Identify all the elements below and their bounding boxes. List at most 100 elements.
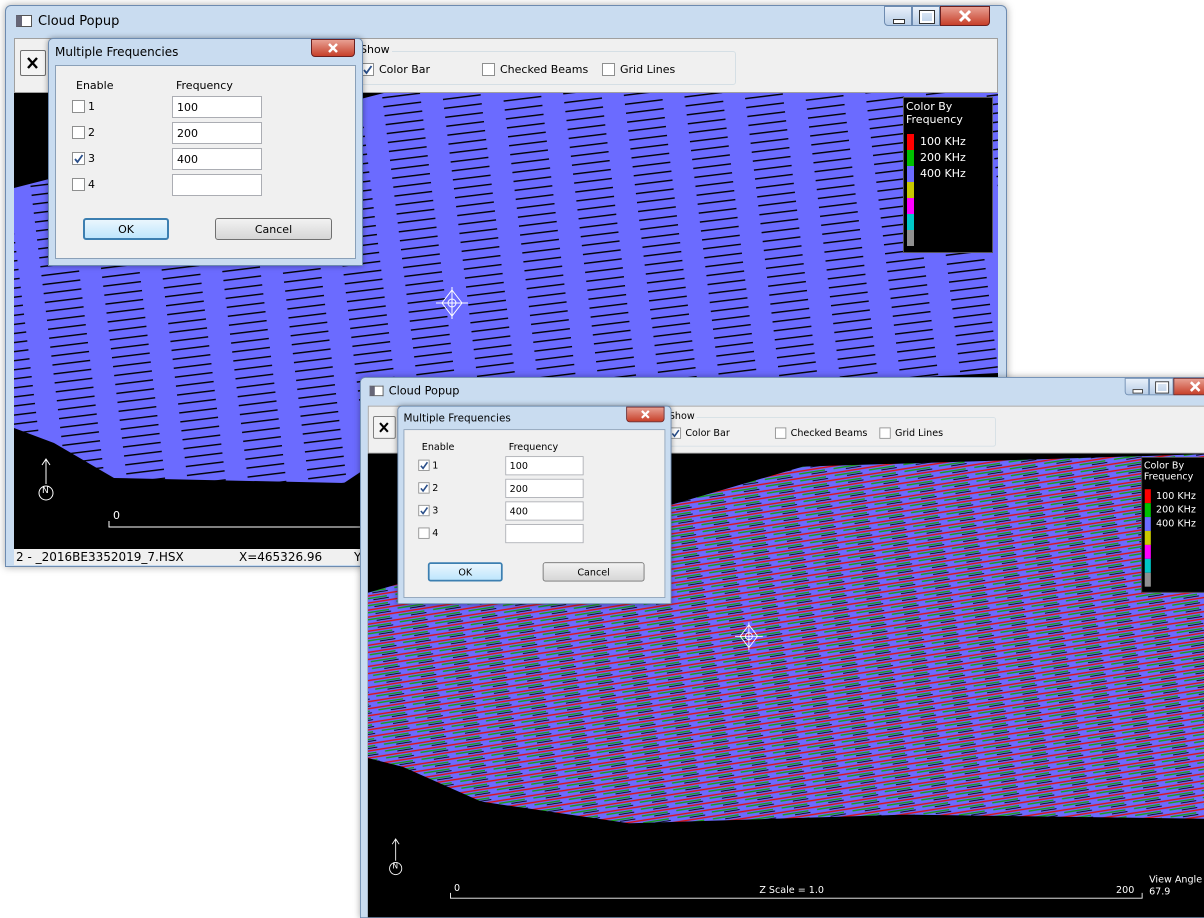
tool-button[interactable] xyxy=(20,50,46,76)
dialog-close-button[interactable] xyxy=(626,406,665,423)
row-label: 4 xyxy=(432,527,439,539)
crosshair xyxy=(734,622,763,651)
view-angle-label: View Angle xyxy=(1149,873,1203,886)
scale-line xyxy=(450,892,1143,899)
close-button[interactable] xyxy=(1173,377,1204,396)
cancel-button[interactable]: Cancel xyxy=(215,218,332,240)
checkbox[interactable] xyxy=(72,152,85,165)
checkbox[interactable] xyxy=(418,504,430,517)
icon xyxy=(379,422,389,433)
legend-swatch xyxy=(1144,558,1151,573)
check-mark xyxy=(671,429,680,438)
ok-button[interactable]: OK xyxy=(427,562,503,582)
cancel-button[interactable]: Cancel xyxy=(542,562,645,582)
check-mark xyxy=(420,461,429,470)
legend-swatch xyxy=(1144,572,1151,587)
legend-label: 200 KHz xyxy=(1156,504,1196,516)
frequency-value: 100 xyxy=(177,101,198,114)
icon xyxy=(1189,381,1201,392)
legend-swatch xyxy=(907,198,914,214)
show-label: Show xyxy=(358,43,392,56)
dialog: Multiple Frequencies Enable Frequency 1 100 2… xyxy=(397,405,672,605)
legend-label: 100 KHz xyxy=(920,135,966,148)
frequency-header: Frequency xyxy=(508,441,559,453)
frequency-input[interactable]: 200 xyxy=(172,122,262,144)
check-mark xyxy=(74,154,84,164)
dialog-title: Multiple Frequencies xyxy=(55,45,179,59)
enable-header: Enable xyxy=(76,79,114,92)
checkbox[interactable] xyxy=(418,459,430,471)
legend-swatch xyxy=(1144,544,1151,559)
legend-swatch xyxy=(907,214,914,230)
view-angle: 67.9 xyxy=(1149,885,1171,898)
legend-swatch xyxy=(907,230,914,246)
maximize-button[interactable] xyxy=(1149,377,1174,396)
checkbox[interactable] xyxy=(361,63,374,76)
checkbox-label: Grid Lines xyxy=(620,63,676,76)
checkbox[interactable] xyxy=(72,178,85,191)
row-label: 4 xyxy=(88,178,95,191)
row-label: 2 xyxy=(88,126,95,139)
maximize-button[interactable] xyxy=(912,6,940,26)
minimize-button[interactable] xyxy=(884,6,912,26)
legend-swatch xyxy=(1144,503,1151,518)
icon xyxy=(27,57,38,69)
enable-header: Enable xyxy=(421,441,455,453)
z-scale: Z Scale = 1.0 xyxy=(759,884,825,896)
checkbox[interactable] xyxy=(879,427,891,439)
legend-swatch xyxy=(907,150,914,166)
icon xyxy=(1155,381,1170,394)
frequency-input[interactable]: 100 xyxy=(172,96,262,118)
row-label: 1 xyxy=(88,100,95,113)
crosshair xyxy=(436,287,468,319)
check-mark xyxy=(420,507,429,515)
checkbox[interactable] xyxy=(482,63,495,76)
minimize-button[interactable] xyxy=(1124,377,1150,396)
window: Cloud Popup Show Color Bar Checked Beams Gri… xyxy=(360,377,1204,918)
legend-title: Color By Frequency xyxy=(1143,459,1194,483)
legend-label: 200 KHz xyxy=(920,151,966,164)
frequency-value: 200 xyxy=(177,127,198,140)
frequency-value: 100 xyxy=(509,460,528,472)
row-label: 3 xyxy=(88,152,95,165)
checkbox[interactable] xyxy=(72,100,85,113)
checkbox[interactable] xyxy=(72,126,85,139)
icon xyxy=(893,19,905,24)
checkbox-label: Grid Lines xyxy=(895,427,944,439)
legend-title: Color By Frequency xyxy=(906,100,963,126)
check-mark xyxy=(363,65,373,75)
checkbox[interactable] xyxy=(418,482,430,494)
north-arrow xyxy=(38,458,54,501)
row-label: 2 xyxy=(432,482,439,494)
legend: Color By Frequency 100 KHz 200 KHz 400 KHz xyxy=(903,97,993,253)
frequency-input[interactable]: 400 xyxy=(172,148,262,170)
checkbox[interactable] xyxy=(774,427,787,439)
legend-swatch xyxy=(1144,517,1151,531)
frequency-input[interactable]: 100 xyxy=(505,456,584,476)
frequency-input[interactable] xyxy=(172,174,262,196)
checkbox[interactable] xyxy=(602,63,615,76)
frequency-input[interactable] xyxy=(505,524,584,544)
icon xyxy=(641,410,650,419)
legend-label: 400 KHz xyxy=(1156,517,1196,530)
scale-start: 0 xyxy=(453,882,461,894)
frequency-input[interactable]: 400 xyxy=(505,501,584,521)
checkbox-label: Checked Beams xyxy=(500,63,589,76)
status-text: 2 - _2016BE3352019_7.HSX xyxy=(16,550,184,564)
window-title: Cloud Popup xyxy=(38,14,120,29)
ok-button[interactable]: OK xyxy=(83,218,169,240)
status-text: X=465326.96 xyxy=(239,550,323,564)
frequency-value: 400 xyxy=(177,153,198,166)
window-title: Cloud Popup xyxy=(388,384,460,398)
tool-button[interactable] xyxy=(373,416,396,439)
frequency-input[interactable]: 200 xyxy=(505,478,584,498)
icon xyxy=(958,9,972,23)
checkbox[interactable] xyxy=(418,527,430,539)
dialog-close-button[interactable] xyxy=(311,39,355,57)
close-button[interactable] xyxy=(940,6,990,26)
frequency-header: Frequency xyxy=(176,79,233,92)
legend-swatch xyxy=(1144,530,1151,545)
icon xyxy=(1132,389,1143,394)
dialog-title: Multiple Frequencies xyxy=(403,411,511,424)
